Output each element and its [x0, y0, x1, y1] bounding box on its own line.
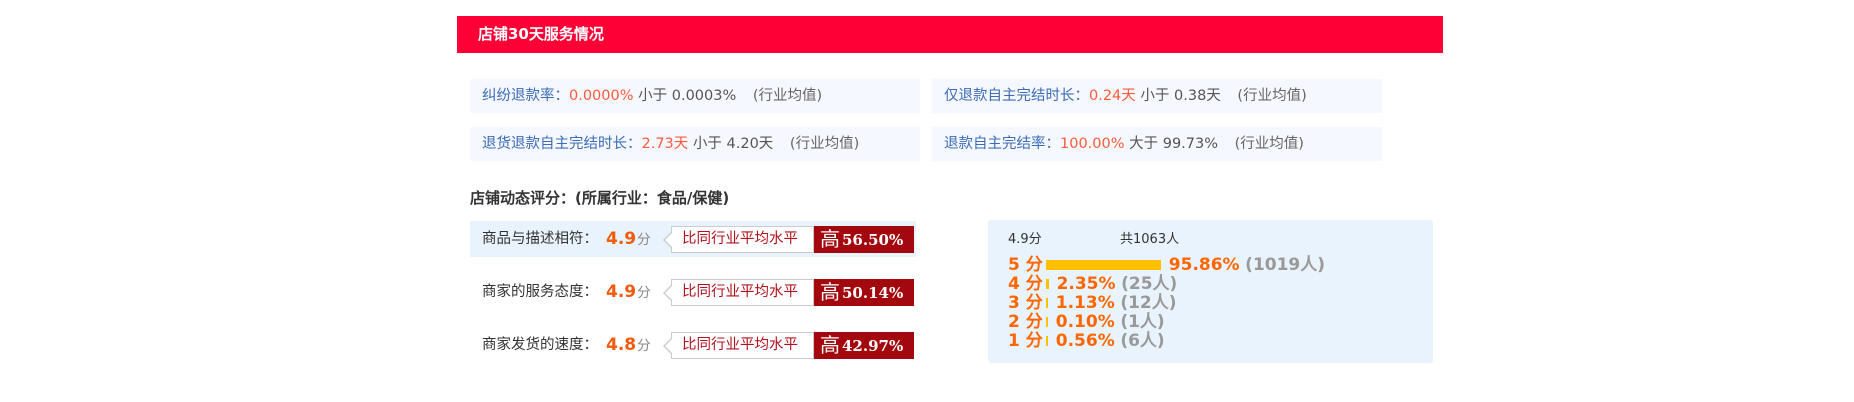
metric-industry-avg: (行业均值) [1234, 136, 1304, 152]
distribution-bar [1045, 279, 1049, 289]
dsr-unit: 分 [637, 285, 651, 301]
distribution-row: 2 分 0.10% (1人) [1008, 312, 1165, 332]
distribution-percent: 0.56% [1055, 331, 1115, 351]
distribution-percent: 0.10% [1055, 312, 1115, 332]
service-header-title: 店铺30天服务情况 [478, 25, 604, 43]
dsr-percent-badge: 高 50.14% [814, 279, 914, 306]
distribution-average: 4.9分 [1008, 232, 1042, 247]
metric-label: 退货退款自主完结时长： [482, 136, 642, 152]
dsr-row-name: 商家发货的速度： [482, 337, 598, 353]
metric-industry-avg: (行业均值) [752, 88, 823, 104]
distribution-percent: 2.35% [1056, 274, 1116, 294]
distribution-row: 5 分 95.86% (1019人) [1008, 255, 1326, 275]
distribution-bar [1045, 260, 1161, 270]
distribution-row: 3 分 1.13% (12人) [1008, 293, 1177, 313]
distribution-star: 4 分 [1008, 274, 1043, 294]
dsr-row-score: 4.8分 [606, 335, 651, 355]
metric-label: 纠纷退款率： [482, 88, 569, 104]
metric-dispute-refund-rate: 纠纷退款率：0.0000% 小于 0.0003% (行业均值) [470, 79, 920, 113]
distribution-percent: 95.86% [1168, 255, 1240, 275]
dsr-row-description[interactable]: 商品与描述相符： 4.9分 比同行业平均水平 高 56.50% [470, 221, 916, 257]
metric-compare: 大于 99.73% [1129, 136, 1219, 152]
dsr-direction: 高 [820, 280, 840, 304]
dsr-row-name: 商家的服务态度： [482, 284, 598, 300]
metric-value: 100.00% [1060, 136, 1125, 152]
rating-distribution: 4.9分 共1063人 5 分 95.86% (1019人) 4 分 2.35% (… [988, 220, 1433, 363]
distribution-star: 2 分 [1008, 312, 1043, 332]
dsr-unit: 分 [637, 338, 651, 354]
distribution-row: 4 分 2.35% (25人) [1008, 274, 1178, 294]
metric-compare: 小于 0.0003% [638, 88, 737, 104]
metric-compare: 小于 4.20天 [692, 136, 774, 152]
metric-value: 2.73天 [641, 136, 689, 152]
distribution-star: 1 分 [1008, 331, 1043, 351]
dsr-direction: 高 [820, 227, 840, 251]
metric-return-refund-duration: 退货退款自主完结时长：2.73天 小于 4.20天 (行业均值) [470, 127, 920, 161]
distribution-star: 3 分 [1008, 293, 1043, 313]
dsr-direction: 高 [820, 333, 840, 357]
distribution-count: (25人) [1121, 274, 1178, 294]
dsr-compare-label: 比同行业平均水平 [663, 279, 814, 306]
metric-value: 0.24天 [1089, 88, 1136, 104]
dsr-percent: 50.14% [842, 284, 904, 302]
dsr-compare-label: 比同行业平均水平 [663, 332, 814, 359]
dsr-row-score: 4.9分 [606, 282, 651, 302]
distribution-bar [1045, 298, 1048, 308]
metric-industry-avg: (行业均值) [1237, 88, 1307, 104]
distribution-count: (12人) [1120, 293, 1177, 313]
metric-industry-avg: (行业均值) [789, 136, 860, 152]
dsr-row-name: 商品与描述相符： [482, 231, 598, 247]
metric-refund-completion-rate: 退款自主完结率：100.00% 大于 99.73% (行业均值) [932, 127, 1382, 161]
distribution-bar [1045, 317, 1048, 327]
metric-label: 退款自主完结率： [944, 136, 1060, 152]
metric-label: 仅退款自主完结时长： [944, 88, 1089, 104]
dsr-unit: 分 [637, 232, 651, 248]
dsr-row-score: 4.9分 [606, 229, 651, 249]
dsr-compare-label: 比同行业平均水平 [663, 226, 814, 253]
distribution-star: 5 分 [1008, 255, 1043, 275]
distribution-bar [1045, 336, 1048, 346]
dsr-percent-badge: 高 42.97% [814, 332, 914, 359]
dsr-percent-badge: 高 56.50% [814, 226, 914, 253]
distribution-count: (1019人) [1245, 255, 1326, 275]
dsr-title: 店铺动态评分：(所属行业：食品/保健) [470, 189, 730, 207]
dsr-row-shipping[interactable]: 商家发货的速度： 4.8分 比同行业平均水平 高 42.97% [470, 327, 916, 363]
metric-refund-only-duration: 仅退款自主完结时长：0.24天 小于 0.38天 (行业均值) [932, 79, 1382, 113]
distribution-percent: 1.13% [1055, 293, 1115, 313]
distribution-count: (1人) [1120, 312, 1165, 332]
dsr-percent: 56.50% [842, 231, 904, 249]
distribution-total: 共1063人 [1120, 232, 1180, 247]
distribution-count: (6人) [1120, 331, 1165, 351]
service-header: 店铺30天服务情况 [457, 16, 1443, 53]
metric-compare: 小于 0.38天 [1140, 88, 1221, 104]
distribution-row: 1 分 0.56% (6人) [1008, 331, 1165, 351]
metric-value: 0.0000% [569, 88, 634, 104]
dsr-percent: 42.97% [842, 337, 904, 355]
dsr-row-service[interactable]: 商家的服务态度： 4.9分 比同行业平均水平 高 50.14% [470, 274, 916, 310]
